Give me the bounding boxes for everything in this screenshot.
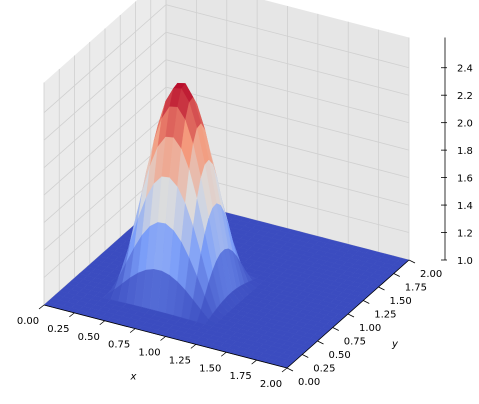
y-tick-mark bbox=[393, 273, 400, 277]
x-axis-ticks: 0.00 0.25 0.50 0.75 1.00 1.25 1.50 1.75 2.00 bbox=[17, 304, 288, 390]
x-tick-mark bbox=[38, 304, 45, 310]
grid-line-z bbox=[43, 86, 410, 196]
x-tick-label: 0.50 bbox=[78, 332, 100, 343]
y-tick-mark bbox=[363, 300, 370, 304]
x-axis-label: x bbox=[130, 372, 137, 383]
y-tick-mark bbox=[302, 354, 309, 358]
grid-line-z bbox=[43, 4, 410, 113]
z-tick-label: 2.0 bbox=[457, 119, 473, 130]
x-tick-label: 1.25 bbox=[169, 355, 191, 366]
y-tick-label: 1.75 bbox=[405, 283, 427, 294]
y-tick-mark bbox=[378, 286, 385, 291]
x-tick-mark bbox=[281, 367, 288, 373]
y-tick-label: 0.25 bbox=[313, 364, 335, 375]
grid-line-z bbox=[43, 31, 410, 141]
y-tick-label: 1.00 bbox=[359, 323, 381, 334]
z-tick-label: 1.4 bbox=[457, 201, 473, 212]
y-tick-label: 1.25 bbox=[374, 310, 396, 321]
x-tick-mark bbox=[129, 328, 136, 333]
y-axis-ticks: 0.00 0.25 0.50 0.75 1.00 1.25 1.50 1.75 2.00 bbox=[286, 259, 442, 388]
z-tick-label: 2.2 bbox=[457, 91, 473, 102]
x-tick-mark bbox=[221, 351, 227, 357]
z-axis-ticks: 1.0 1.2 1.4 1.6 1.8 2.0 2.2 2.4 bbox=[441, 64, 473, 267]
x-tick-label: 1.75 bbox=[229, 371, 251, 382]
z-tick-label: 1.2 bbox=[457, 229, 473, 240]
y-tick-label: 1.50 bbox=[390, 296, 412, 307]
x-tick-mark bbox=[190, 344, 197, 349]
x-tick-label: 2.00 bbox=[260, 379, 282, 390]
y-tick-label: 0.50 bbox=[329, 350, 351, 361]
x-tick-label: 1.00 bbox=[138, 348, 160, 359]
x-tick-label: 0.25 bbox=[47, 324, 69, 335]
y-tick-mark bbox=[286, 367, 294, 372]
z-tick-label: 2.4 bbox=[457, 64, 473, 75]
y-tick-mark bbox=[347, 313, 355, 318]
grid-line-z bbox=[43, 59, 410, 168]
y-tick-label: 0.75 bbox=[344, 337, 366, 348]
x-tick-mark bbox=[160, 336, 166, 341]
x-tick-label: 0.75 bbox=[108, 340, 130, 351]
y-tick-mark bbox=[317, 340, 324, 345]
z-tick-label: 1.6 bbox=[457, 174, 473, 185]
x-tick-label: 1.50 bbox=[199, 363, 221, 374]
y-tick-label: 0.00 bbox=[298, 377, 320, 388]
x-tick-mark bbox=[99, 320, 105, 326]
y-axis-label: y bbox=[391, 339, 399, 350]
y-tick-mark bbox=[408, 259, 416, 264]
z-tick-label: 1.0 bbox=[457, 256, 473, 267]
y-tick-mark bbox=[332, 327, 339, 331]
x-tick-mark bbox=[251, 359, 257, 365]
y-tick-label: 2.00 bbox=[420, 269, 442, 280]
x-tick-label: 0.00 bbox=[17, 316, 39, 327]
z-tick-label: 1.8 bbox=[457, 146, 473, 157]
x-tick-mark bbox=[69, 312, 75, 318]
